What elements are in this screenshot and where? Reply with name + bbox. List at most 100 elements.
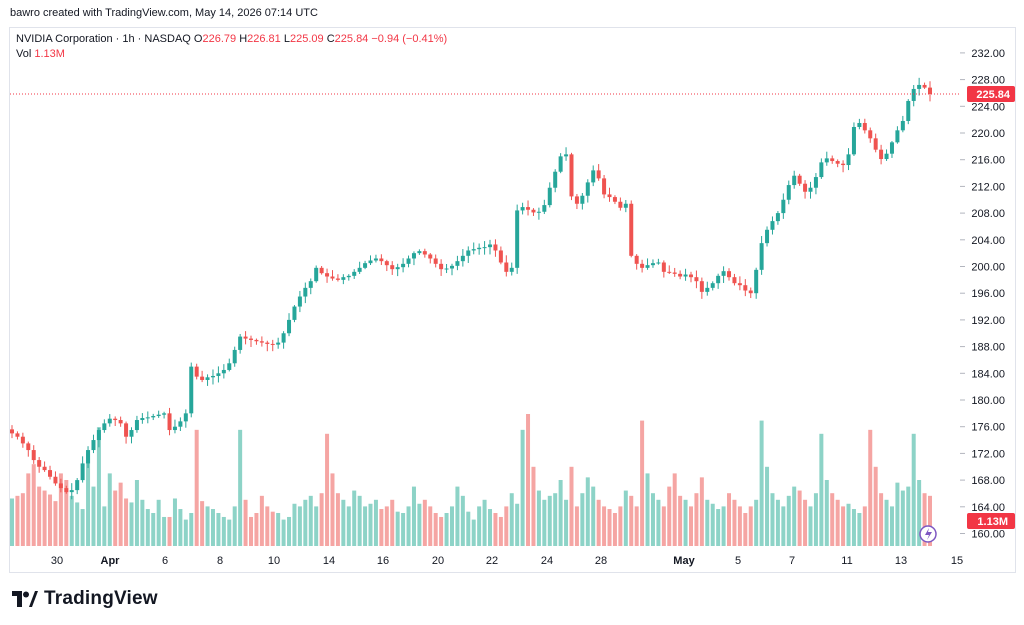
volume-value: 1.13M — [34, 48, 65, 60]
volume-bar — [520, 429, 525, 546]
volume-bar — [911, 433, 916, 546]
volume-bar — [417, 503, 422, 546]
candle-body — [417, 251, 422, 254]
candle-body — [325, 273, 330, 277]
y-tick-label: 204.00 — [971, 235, 1005, 247]
candle-body — [140, 418, 145, 421]
y-tick-label: 200.00 — [971, 262, 1005, 274]
volume-bar — [493, 513, 498, 546]
close-value: 225.84 — [334, 33, 369, 45]
candle-body — [238, 336, 243, 350]
volume-bar — [629, 495, 634, 546]
candle-body — [167, 413, 172, 431]
candle-body — [172, 426, 177, 431]
volume-bar — [287, 516, 292, 546]
candle-body — [917, 84, 922, 89]
candle-body — [460, 255, 465, 262]
candle-body — [156, 414, 161, 417]
volume-bar — [341, 499, 346, 546]
volume-bar — [69, 495, 74, 546]
candle-body — [792, 175, 797, 186]
candle-body — [857, 122, 862, 127]
candle-body — [314, 267, 319, 282]
volume-bar — [363, 506, 368, 546]
candle-body — [906, 100, 911, 121]
candle-body — [634, 255, 639, 264]
volume-bar — [75, 502, 80, 546]
candle-body — [69, 490, 74, 493]
volume-bar — [26, 473, 31, 546]
volume-bar — [607, 509, 612, 546]
candle-body — [406, 258, 411, 264]
candle-body — [297, 296, 302, 307]
volume-bar — [411, 486, 416, 546]
volume-bar — [699, 477, 704, 546]
candle-body — [319, 267, 324, 274]
candle-body — [667, 271, 672, 273]
volume-bar — [602, 506, 607, 546]
volume-bar — [591, 486, 596, 546]
candle-body — [118, 420, 123, 424]
volume-bar — [194, 429, 199, 546]
close-label: C — [326, 33, 335, 45]
x-tick-label: 13 — [895, 555, 907, 567]
volume-bar — [167, 516, 172, 546]
candle-body — [96, 430, 101, 441]
volume-bar — [58, 473, 63, 546]
candle-body — [58, 483, 63, 489]
volume-bar — [319, 493, 324, 546]
candle-body — [694, 277, 699, 282]
volume-bar — [384, 506, 389, 546]
x-tick-label: 10 — [268, 555, 280, 567]
candle-body — [607, 194, 612, 198]
candle-body — [86, 450, 91, 464]
x-tick-label: 6 — [162, 555, 168, 567]
volume-bar — [107, 473, 112, 546]
candle-body — [846, 154, 851, 166]
y-tick-label: 172.00 — [971, 448, 1005, 460]
volume-bar — [564, 499, 569, 546]
volume-bar — [308, 495, 313, 546]
candle-body — [705, 287, 710, 292]
candle-body — [395, 267, 400, 270]
volume-bar — [900, 490, 905, 546]
volume-bar — [889, 506, 894, 546]
volume-bar — [721, 506, 726, 546]
volume-bar — [178, 509, 183, 546]
volume-bar — [797, 490, 802, 546]
volume-bar — [477, 506, 482, 546]
volume-bar — [216, 513, 221, 546]
volume-bar — [422, 499, 427, 546]
candle-body — [650, 263, 655, 266]
volume-bar — [596, 499, 601, 546]
volume-bar — [86, 453, 91, 546]
volume-bar — [737, 506, 742, 546]
candle-body — [602, 178, 607, 195]
volume-bar — [781, 506, 786, 546]
volume-bar — [488, 509, 493, 546]
volume-bar — [775, 499, 780, 546]
volume-bar — [42, 490, 47, 546]
candle-body — [781, 199, 786, 214]
volume-bar — [634, 506, 639, 546]
chart-frame — [9, 27, 1016, 573]
volume-bar — [118, 482, 123, 546]
volume-bar — [846, 503, 851, 546]
tradingview-logo[interactable]: TradingView — [12, 588, 158, 610]
volume-bar — [786, 495, 791, 546]
chart-legend: NVIDIA Corporation · 1h · NASDAQ O226.79… — [16, 32, 447, 62]
candle-body — [411, 253, 416, 259]
candle-body — [346, 275, 351, 278]
volume-bar — [645, 473, 650, 546]
candle-body — [482, 247, 487, 249]
volume-bar — [205, 506, 210, 546]
candle-body — [493, 244, 498, 251]
low-value: 225.09 — [289, 33, 324, 45]
volume-bar — [96, 427, 101, 546]
candle-body — [200, 376, 205, 380]
y-tick-label: 196.00 — [971, 288, 1005, 300]
volume-bar — [259, 495, 264, 546]
candle-body — [292, 306, 297, 320]
volume-bar — [830, 493, 835, 546]
